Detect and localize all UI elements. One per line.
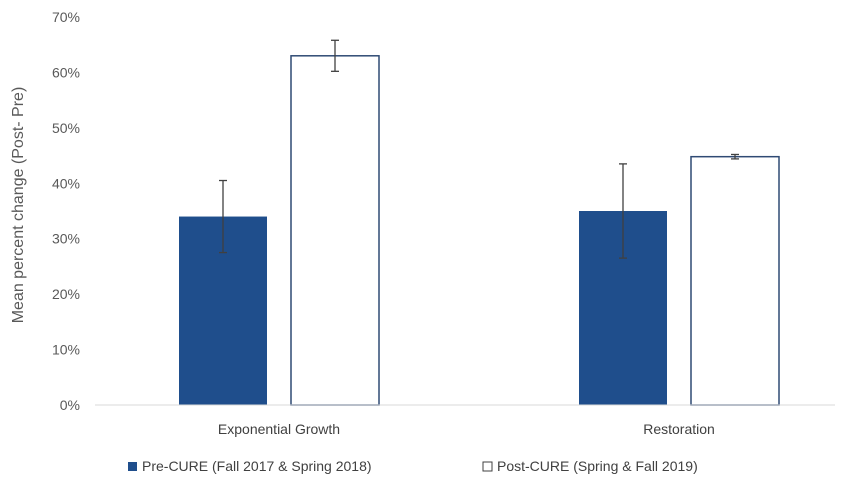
legend: Pre-CURE (Fall 2017 & Spring 2018) Post-C… [128, 458, 698, 474]
error-bar [731, 153, 739, 160]
legend-label: Post-CURE (Spring & Fall 2019) [497, 458, 698, 474]
y-tick-label: 50% [52, 120, 80, 136]
y-tick-label: 70% [52, 9, 80, 25]
bar [290, 55, 380, 406]
error-bars [219, 39, 739, 259]
y-tick-label: 40% [52, 175, 80, 191]
x-category-label: Exponential Growth [218, 421, 340, 437]
x-axis-categories: Exponential Growth Restoration [218, 421, 715, 437]
bar [690, 155, 780, 406]
y-axis-label: Mean percent change (Post- Pre) [10, 87, 27, 324]
legend-swatch [128, 462, 137, 471]
y-tick-label: 30% [52, 231, 80, 247]
bars [179, 55, 780, 406]
error-bar [331, 39, 339, 72]
legend-label: Pre-CURE (Fall 2017 & Spring 2018) [142, 458, 372, 474]
y-tick-label: 10% [52, 342, 80, 358]
error-bar [219, 179, 227, 254]
y-tick-label: 60% [52, 64, 80, 80]
legend-swatch [482, 461, 493, 472]
error-bar [619, 163, 627, 259]
y-tick-label: 0% [60, 397, 80, 413]
x-category-label: Restoration [643, 421, 715, 437]
y-axis-ticks: 0% 10% 20% 30% 40% 50% 60% 70% [52, 9, 80, 413]
y-tick-label: 20% [52, 286, 80, 302]
